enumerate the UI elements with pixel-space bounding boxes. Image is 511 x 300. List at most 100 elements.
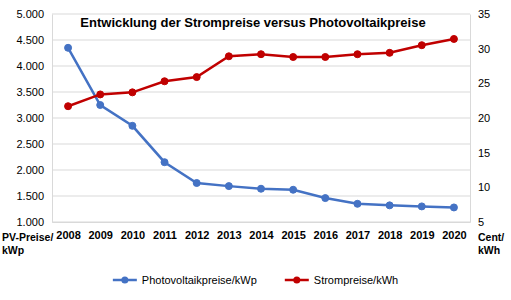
grid-line bbox=[52, 40, 470, 41]
marker bbox=[65, 103, 72, 110]
tick-label: 1.500 bbox=[16, 190, 44, 202]
tick: 4.500 bbox=[16, 34, 52, 46]
tick: 3.000 bbox=[16, 112, 52, 124]
marker bbox=[258, 51, 265, 58]
marker bbox=[354, 51, 361, 58]
tick: 2011 bbox=[153, 222, 177, 241]
chart: 1.000 1.500 2.000 2.500 3.000 3.500 4.000 4.500… bbox=[0, 0, 511, 300]
tick-label: 2017 bbox=[346, 229, 370, 241]
tick-label: 2.500 bbox=[16, 138, 44, 150]
axis-title-line: kWh bbox=[478, 244, 500, 256]
tick: 1.000 bbox=[16, 216, 52, 228]
grid-line bbox=[52, 222, 470, 223]
background bbox=[0, 0, 511, 300]
legend-swatch-marker bbox=[293, 277, 300, 284]
axis-line bbox=[470, 15, 471, 223]
marker bbox=[418, 203, 425, 210]
tick: 2008 bbox=[56, 222, 80, 241]
series-line bbox=[68, 48, 454, 208]
tick-label: 10 bbox=[478, 181, 490, 193]
tick-label: 2011 bbox=[153, 229, 177, 241]
grid-line bbox=[52, 118, 470, 119]
tick: 3.500 bbox=[16, 86, 52, 98]
marker bbox=[193, 74, 200, 81]
marker bbox=[225, 183, 232, 190]
tick-label: 2.000 bbox=[16, 164, 44, 176]
tick: 2.000 bbox=[16, 164, 52, 176]
tick: 4.000 bbox=[16, 60, 52, 72]
tick: 2009 bbox=[88, 222, 112, 241]
marker bbox=[161, 78, 168, 85]
tick: 10 bbox=[470, 181, 490, 193]
tick-label: 2009 bbox=[88, 229, 112, 241]
tick-label: 1.000 bbox=[16, 216, 44, 228]
tick-label: 5.000 bbox=[16, 8, 44, 20]
tick-label: 30 bbox=[478, 43, 490, 55]
title: Entwicklung der Strompreise versus Photo… bbox=[80, 15, 425, 30]
grid-line bbox=[52, 170, 470, 171]
x-axis: 2008 2009 2010 2011 2012 2013 2014 2015 2016 2017… bbox=[53, 222, 471, 241]
marker bbox=[161, 159, 168, 166]
axis-line bbox=[53, 222, 471, 223]
legend-label: Strompreise/kWh bbox=[314, 274, 398, 286]
marker bbox=[290, 53, 297, 60]
marker bbox=[129, 122, 136, 129]
tick: 35 bbox=[470, 8, 490, 20]
tick-label: 2014 bbox=[249, 229, 274, 241]
marker bbox=[290, 186, 297, 193]
marker bbox=[97, 102, 104, 109]
tick-label: 3.500 bbox=[16, 86, 44, 98]
tick-label: 5 bbox=[478, 216, 484, 228]
tick: 2019 bbox=[410, 222, 434, 241]
axis-title-line: kWp bbox=[2, 244, 24, 256]
tick-label: 25 bbox=[478, 77, 490, 89]
tick-label: 2012 bbox=[185, 229, 209, 241]
axis-title-line: Cent/ bbox=[478, 231, 504, 243]
tick-label: 2020 bbox=[442, 229, 466, 241]
markers bbox=[65, 35, 458, 210]
tick: 2014 bbox=[249, 222, 274, 241]
plot-area bbox=[68, 39, 454, 207]
marker bbox=[386, 202, 393, 209]
grid-line bbox=[52, 66, 470, 67]
marker bbox=[225, 53, 232, 60]
tick: 25 bbox=[470, 77, 490, 89]
marker bbox=[450, 35, 457, 42]
legend-item: Photovoltaikpreise/kWp bbox=[113, 274, 257, 286]
marker bbox=[193, 180, 200, 187]
axis-title-line: PV-Preise/ bbox=[2, 231, 53, 243]
marker bbox=[354, 200, 361, 207]
tick: 2013 bbox=[217, 222, 241, 241]
y2-axis: 5 10 15 20 25 30 35 bbox=[470, 8, 490, 228]
marker bbox=[258, 185, 265, 192]
tick: 5 bbox=[470, 216, 484, 228]
axis-title: Cent/kWh bbox=[478, 231, 504, 256]
tick-label: 2018 bbox=[378, 229, 402, 241]
tick: 2010 bbox=[121, 222, 145, 241]
marker bbox=[386, 49, 393, 56]
tick-label: 35 bbox=[478, 8, 490, 20]
tick-label: 2016 bbox=[314, 229, 338, 241]
tick: 15 bbox=[470, 147, 490, 159]
grid-line bbox=[52, 144, 470, 145]
legend-swatch-marker bbox=[121, 277, 128, 284]
series-line bbox=[68, 39, 454, 106]
legend-item: Strompreise/kWh bbox=[285, 274, 398, 286]
tick-label: 2015 bbox=[281, 229, 305, 241]
tick: 20 bbox=[470, 112, 490, 124]
tick-label: 3.000 bbox=[16, 112, 44, 124]
tick: 1.500 bbox=[16, 190, 52, 202]
tick-label: 4.000 bbox=[16, 60, 44, 72]
tick: 2015 bbox=[281, 222, 305, 241]
tick-label: 2019 bbox=[410, 229, 434, 241]
tick: 2012 bbox=[185, 222, 209, 241]
tick-label: 2010 bbox=[121, 229, 145, 241]
tick-label: 2008 bbox=[56, 229, 80, 241]
legend: Photovoltaikpreise/kWp Strompreise/kWh bbox=[113, 274, 398, 286]
marker bbox=[65, 44, 72, 51]
tick-label: 4.500 bbox=[16, 34, 44, 46]
tick-label: 15 bbox=[478, 147, 490, 159]
marker bbox=[418, 42, 425, 49]
marker bbox=[129, 89, 136, 96]
tick: 2020 bbox=[442, 222, 466, 241]
